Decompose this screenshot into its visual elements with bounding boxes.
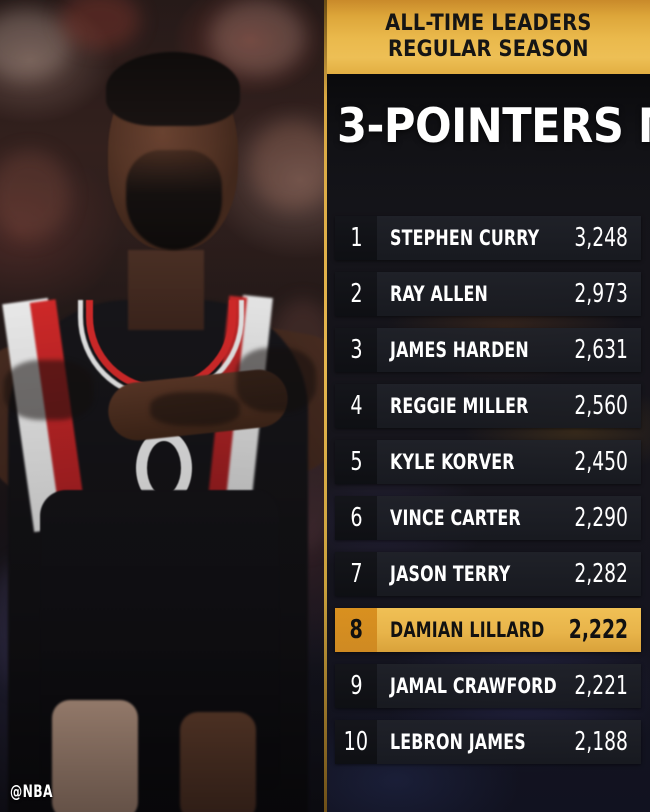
table-row[interactable]: 8 DAMIAN LILLARD 2,222	[335, 608, 641, 652]
title-section: 3-POINTERS MADE	[326, 74, 650, 206]
stat-value-cell: 2,222	[554, 617, 641, 643]
tattoo-texture	[4, 360, 94, 420]
player-name-cell: JAMES HARDEN	[377, 338, 561, 362]
table-row[interactable]: 7 JASON TERRY 2,282	[335, 552, 641, 596]
player-name: VINCE CARTER	[390, 506, 521, 530]
stat-value: 2,188	[574, 727, 628, 757]
rank-value: 3	[349, 335, 363, 365]
rank-value: 2	[349, 279, 363, 309]
table-row[interactable]: 4 REGGIE MILLER 2,560	[335, 384, 641, 428]
rank-cell: 4	[335, 384, 377, 428]
crowd-blur-blob	[0, 10, 70, 80]
crowd-blur-blob	[210, 0, 305, 75]
rank-cell: 7	[335, 552, 377, 596]
stat-value: 2,450	[574, 447, 628, 477]
player-name-cell: JAMAL CRAWFORD	[377, 674, 561, 698]
nba-watermark: @NBA	[10, 782, 53, 802]
leaderboard-list: 1 STEPHEN CURRY 3,248 2 RAY ALLEN 2,973 3 JAMES…	[335, 216, 641, 776]
stat-value: 2,560	[574, 391, 628, 421]
table-row[interactable]: 1 STEPHEN CURRY 3,248	[335, 216, 641, 260]
player-name: JASON TERRY	[390, 562, 511, 586]
rank-value: 5	[349, 447, 363, 477]
player-beard	[126, 150, 222, 250]
rank-cell: 2	[335, 272, 377, 316]
rank-cell: 8	[335, 608, 377, 652]
tattoo-texture	[236, 348, 316, 412]
player-name: LEBRON JAMES	[390, 730, 526, 754]
stat-value-cell: 2,450	[561, 449, 641, 475]
rank-value: 1	[349, 223, 363, 253]
rank-cell: 3	[335, 328, 377, 372]
rank-value: 7	[349, 559, 363, 589]
rank-cell: 10	[335, 720, 377, 764]
rank-value: 6	[349, 503, 363, 533]
table-row[interactable]: 9 JAMAL CRAWFORD 2,221	[335, 664, 641, 708]
stat-value-cell: 2,973	[561, 281, 641, 307]
player-name-cell: VINCE CARTER	[377, 506, 561, 530]
table-row[interactable]: 6 VINCE CARTER 2,290	[335, 496, 641, 540]
stat-value-cell: 2,560	[561, 393, 641, 419]
player-name: RAY ALLEN	[390, 282, 488, 306]
page-title: 3-POINTERS MADE	[337, 99, 650, 154]
stat-value: 2,282	[574, 559, 628, 589]
player-name: JAMES HARDEN	[390, 338, 529, 362]
rank-cell: 1	[335, 216, 377, 260]
rank-value: 9	[349, 671, 363, 701]
player-name: REGGIE MILLER	[390, 394, 529, 418]
player-name-cell: LEBRON JAMES	[377, 730, 561, 754]
stat-value: 2,631	[574, 335, 628, 365]
stat-value-cell: 2,188	[561, 729, 641, 755]
rank-value: 10	[343, 727, 369, 757]
player-name: KYLE KORVER	[390, 450, 515, 474]
stat-value: 2,222	[568, 615, 628, 645]
player-left-leg	[52, 700, 138, 812]
rank-cell: 6	[335, 496, 377, 540]
player-name-cell: JASON TERRY	[377, 562, 561, 586]
header-banner: ALL-TIME LEADERS REGULAR SEASON	[326, 0, 650, 74]
stat-value: 2,973	[574, 279, 628, 309]
header-line-1: ALL-TIME LEADERS	[384, 11, 592, 37]
player-photo: @NBA	[0, 0, 326, 812]
crowd-blur-blob	[250, 120, 326, 210]
crowd-blur-blob	[60, 0, 140, 50]
player-name: JAMAL CRAWFORD	[390, 674, 557, 698]
stat-value-cell: 2,282	[561, 561, 641, 587]
stat-value-cell: 2,290	[561, 505, 641, 531]
leaderboard-panel: ALL-TIME LEADERS REGULAR SEASON 3-POINTE…	[326, 0, 650, 812]
player-name-cell: KYLE KORVER	[377, 450, 561, 474]
stat-value-cell: 3,248	[561, 225, 641, 251]
player-right-leg	[180, 712, 256, 812]
player-hair	[106, 52, 240, 126]
table-row[interactable]: 10 LEBRON JAMES 2,188	[335, 720, 641, 764]
header-line-2: REGULAR SEASON	[387, 37, 589, 62]
player-name: STEPHEN CURRY	[390, 226, 540, 250]
player-name: DAMIAN LILLARD	[390, 618, 545, 642]
player-name-cell: STEPHEN CURRY	[377, 226, 561, 250]
stat-value: 2,290	[574, 503, 628, 533]
photo-vignette	[0, 0, 326, 812]
table-row[interactable]: 3 JAMES HARDEN 2,631	[335, 328, 641, 372]
stat-value-cell: 2,221	[561, 673, 641, 699]
stat-value: 2,221	[574, 671, 628, 701]
gold-divider	[324, 0, 327, 812]
table-row[interactable]: 2 RAY ALLEN 2,973	[335, 272, 641, 316]
player-neck	[128, 250, 204, 330]
stat-value: 3,248	[574, 223, 628, 253]
player-name-cell: DAMIAN LILLARD	[377, 618, 554, 642]
player-name-cell: RAY ALLEN	[377, 282, 561, 306]
rank-value: 4	[349, 391, 363, 421]
player-name-cell: REGGIE MILLER	[377, 394, 561, 418]
rank-cell: 5	[335, 440, 377, 484]
rank-cell: 9	[335, 664, 377, 708]
crowd-blur-blob	[0, 150, 70, 240]
table-row[interactable]: 5 KYLE KORVER 2,450	[335, 440, 641, 484]
stat-value-cell: 2,631	[561, 337, 641, 363]
tattoo-texture	[150, 392, 240, 426]
rank-value: 8	[349, 615, 363, 645]
